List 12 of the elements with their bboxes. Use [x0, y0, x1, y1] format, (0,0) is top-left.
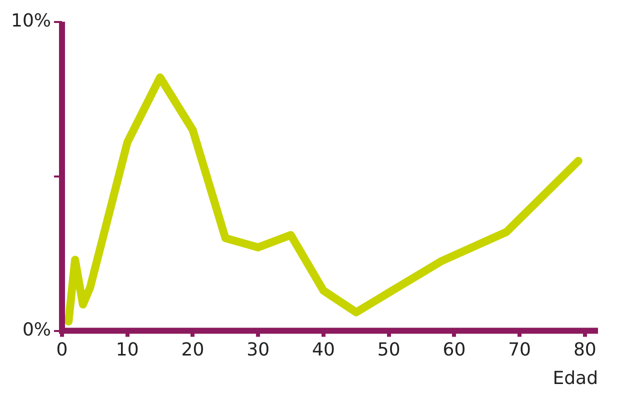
x-tick-label: 0	[56, 339, 68, 360]
x-tick-label: 40	[312, 339, 335, 360]
x-tick-label: 50	[377, 339, 400, 360]
y-tick-label: 0%	[22, 319, 52, 340]
x-tick-label: 20	[181, 339, 204, 360]
x-tick-label: 10	[116, 339, 139, 360]
x-tick-label: 60	[442, 339, 466, 360]
x-axis-title: Edad	[552, 368, 598, 389]
x-tick-label: 80	[573, 339, 596, 360]
x-tick-label: 70	[508, 339, 532, 360]
x-tick-label: 30	[246, 339, 270, 360]
y-tick-label: 10%	[10, 10, 52, 32]
